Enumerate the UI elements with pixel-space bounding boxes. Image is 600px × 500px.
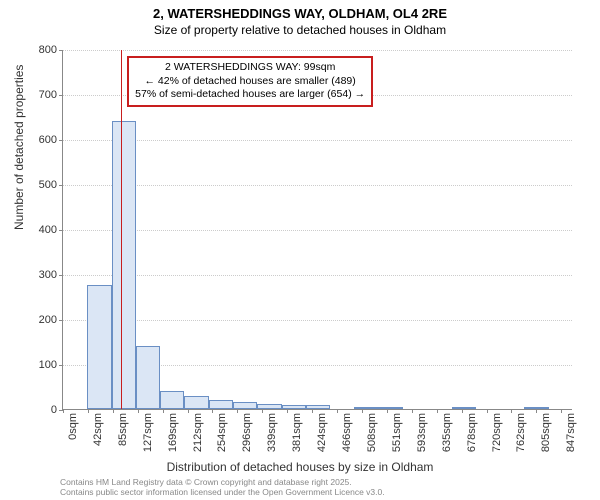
- ytick-mark: [59, 50, 63, 51]
- xtick-label: 805sqm: [540, 413, 552, 452]
- xtick-label: 169sqm: [167, 413, 179, 452]
- chart-title: 2, WATERSHEDDINGS WAY, OLDHAM, OL4 2RE: [0, 0, 600, 23]
- chart-container: 2, WATERSHEDDINGS WAY, OLDHAM, OL4 2RE S…: [0, 0, 600, 500]
- xtick-mark: [237, 409, 238, 413]
- histogram-bar: [160, 391, 184, 409]
- histogram-bar: [184, 396, 208, 410]
- xtick-mark: [113, 409, 114, 413]
- gridline: [63, 50, 572, 51]
- plot-region: 01002003004005006007008000sqm42sqm85sqm1…: [62, 50, 572, 410]
- gridline: [63, 230, 572, 231]
- ytick-label: 200: [39, 314, 57, 326]
- histogram-bar: [112, 121, 136, 409]
- ytick-mark: [59, 275, 63, 276]
- histogram-bar: [306, 405, 330, 409]
- xtick-mark: [437, 409, 438, 413]
- infobox-line: 2 WATERSHEDDINGS WAY: 99sqm: [135, 61, 365, 75]
- infobox-line: ← 42% of detached houses are smaller (48…: [135, 75, 365, 89]
- gridline: [63, 185, 572, 186]
- xtick-label: 678sqm: [466, 413, 478, 452]
- xtick-label: 339sqm: [266, 413, 278, 452]
- chart-subtitle: Size of property relative to detached ho…: [0, 23, 600, 41]
- xtick-mark: [138, 409, 139, 413]
- ytick-label: 400: [39, 224, 57, 236]
- ytick-mark: [59, 140, 63, 141]
- histogram-bar: [354, 407, 378, 409]
- property-marker-line: [121, 50, 122, 409]
- histogram-bar: [379, 407, 403, 409]
- gridline: [63, 320, 572, 321]
- gridline: [63, 275, 572, 276]
- xtick-label: 762sqm: [515, 413, 527, 452]
- ytick-label: 100: [39, 359, 57, 371]
- xtick-mark: [412, 409, 413, 413]
- xtick-mark: [88, 409, 89, 413]
- xtick-mark: [487, 409, 488, 413]
- ytick-label: 300: [39, 269, 57, 281]
- xtick-mark: [188, 409, 189, 413]
- xtick-mark: [212, 409, 213, 413]
- xtick-label: 551sqm: [391, 413, 403, 452]
- xtick-label: 212sqm: [192, 413, 204, 452]
- infobox-line: 57% of semi-detached houses are larger (…: [135, 88, 365, 102]
- xtick-mark: [163, 409, 164, 413]
- xtick-label: 127sqm: [142, 413, 154, 452]
- histogram-bar: [452, 407, 476, 409]
- ytick-mark: [59, 365, 63, 366]
- xtick-mark: [337, 409, 338, 413]
- histogram-bar: [282, 405, 306, 410]
- x-axis-label: Distribution of detached houses by size …: [0, 460, 600, 474]
- xtick-mark: [536, 409, 537, 413]
- histogram-bar: [136, 346, 160, 409]
- histogram-bar: [257, 404, 281, 409]
- xtick-label: 635sqm: [441, 413, 453, 452]
- xtick-mark: [262, 409, 263, 413]
- histogram-bar: [209, 400, 233, 409]
- xtick-mark: [63, 409, 64, 413]
- y-axis-label: Number of detached properties: [12, 65, 26, 230]
- xtick-label: 424sqm: [316, 413, 328, 452]
- xtick-mark: [312, 409, 313, 413]
- xtick-label: 296sqm: [241, 413, 253, 452]
- ytick-label: 0: [51, 404, 57, 416]
- xtick-mark: [387, 409, 388, 413]
- ytick-label: 600: [39, 134, 57, 146]
- xtick-mark: [462, 409, 463, 413]
- ytick-label: 700: [39, 89, 57, 101]
- xtick-label: 85sqm: [117, 413, 129, 446]
- histogram-bar: [87, 285, 111, 409]
- xtick-mark: [511, 409, 512, 413]
- ytick-mark: [59, 95, 63, 96]
- footer-attribution: Contains HM Land Registry data © Crown c…: [60, 478, 385, 498]
- ytick-mark: [59, 185, 63, 186]
- xtick-label: 847sqm: [565, 413, 577, 452]
- gridline: [63, 140, 572, 141]
- chart-area: 01002003004005006007008000sqm42sqm85sqm1…: [62, 50, 572, 410]
- xtick-mark: [561, 409, 562, 413]
- ytick-mark: [59, 230, 63, 231]
- xtick-label: 0sqm: [67, 413, 79, 440]
- footer-line: Contains public sector information licen…: [60, 488, 385, 498]
- xtick-mark: [362, 409, 363, 413]
- xtick-label: 508sqm: [366, 413, 378, 452]
- histogram-bar: [233, 402, 257, 409]
- xtick-label: 466sqm: [341, 413, 353, 452]
- xtick-label: 254sqm: [216, 413, 228, 452]
- xtick-label: 42sqm: [92, 413, 104, 446]
- xtick-label: 381sqm: [291, 413, 303, 452]
- xtick-label: 593sqm: [416, 413, 428, 452]
- ytick-label: 500: [39, 179, 57, 191]
- property-infobox: 2 WATERSHEDDINGS WAY: 99sqm← 42% of deta…: [127, 56, 373, 107]
- ytick-label: 800: [39, 44, 57, 56]
- xtick-label: 720sqm: [491, 413, 503, 452]
- xtick-mark: [287, 409, 288, 413]
- ytick-mark: [59, 320, 63, 321]
